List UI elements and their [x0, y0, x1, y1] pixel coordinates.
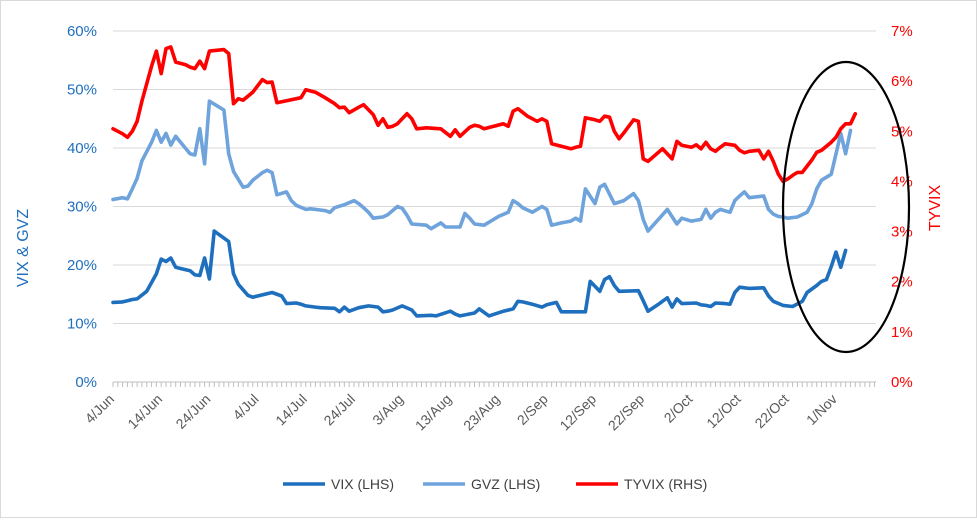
- series-line-vix: [111, 229, 848, 318]
- x-tick-label: 23/Aug: [460, 391, 503, 434]
- series-group: [111, 45, 858, 318]
- x-tick-label: 24/Jun: [172, 391, 213, 432]
- left-tick-label: 60%: [67, 23, 97, 40]
- x-tick-label: 2/Oct: [661, 391, 696, 426]
- x-tick-label: 4/Jun: [82, 391, 118, 427]
- left-tick-label: 0%: [75, 374, 97, 391]
- left-tick-label: 20%: [67, 257, 97, 274]
- left-tick-label: 30%: [67, 199, 97, 216]
- x-tick-label: 24/Jul: [320, 391, 358, 429]
- series-line-gvz: [111, 99, 853, 233]
- x-tick-label: 22/Oct: [751, 391, 792, 432]
- right-tick-label: 2%: [891, 274, 913, 291]
- x-tick-label: 22/Sep: [605, 391, 648, 434]
- left-tick-label: 50%: [67, 82, 97, 99]
- legend-label: VIX (LHS): [331, 476, 394, 492]
- left-tick-label: 10%: [67, 316, 97, 333]
- legend-label: TYVIX (RHS): [624, 476, 707, 492]
- x-tick-label: 2/Sep: [514, 391, 551, 428]
- x-tick-label: 12/Sep: [556, 391, 599, 434]
- legend-label: GVZ (LHS): [471, 476, 540, 492]
- right-tick-label: 6%: [891, 73, 913, 90]
- highlight-ellipse: [781, 60, 911, 354]
- right-tick-label: 7%: [891, 23, 913, 40]
- right-tick-label: 0%: [891, 374, 913, 391]
- gridlines: [113, 30, 876, 324]
- right-axis-title: TYVIX: [927, 185, 944, 232]
- x-tick-label: 14/Jul: [272, 391, 310, 429]
- left-tick-label: 40%: [67, 140, 97, 157]
- x-tick-label: 4/Jul: [229, 391, 261, 423]
- right-tick-label: 5%: [891, 123, 913, 140]
- x-tick-label: 13/Aug: [412, 391, 455, 434]
- x-tick-label: 1/Nov: [803, 391, 840, 428]
- x-tick-label: 3/Aug: [369, 391, 406, 428]
- x-tick-label: 14/Jun: [124, 391, 165, 432]
- legend: VIX (LHS) GVZ (LHS) TYVIX (RHS): [283, 476, 707, 492]
- left-axis-ticks: 0% 10% 20% 30% 40% 50% 60%: [67, 23, 97, 391]
- series-line-tyvix: [111, 45, 858, 184]
- x-axis: 4/Jun 14/Jun 24/Jun 4/Jul 14/Jul 24/Jul 3/Aug 1…: [82, 381, 876, 434]
- left-axis-title: VIX & GVZ: [15, 209, 32, 287]
- right-tick-label: 1%: [891, 324, 913, 341]
- x-tick-label: 12/Oct: [703, 391, 744, 432]
